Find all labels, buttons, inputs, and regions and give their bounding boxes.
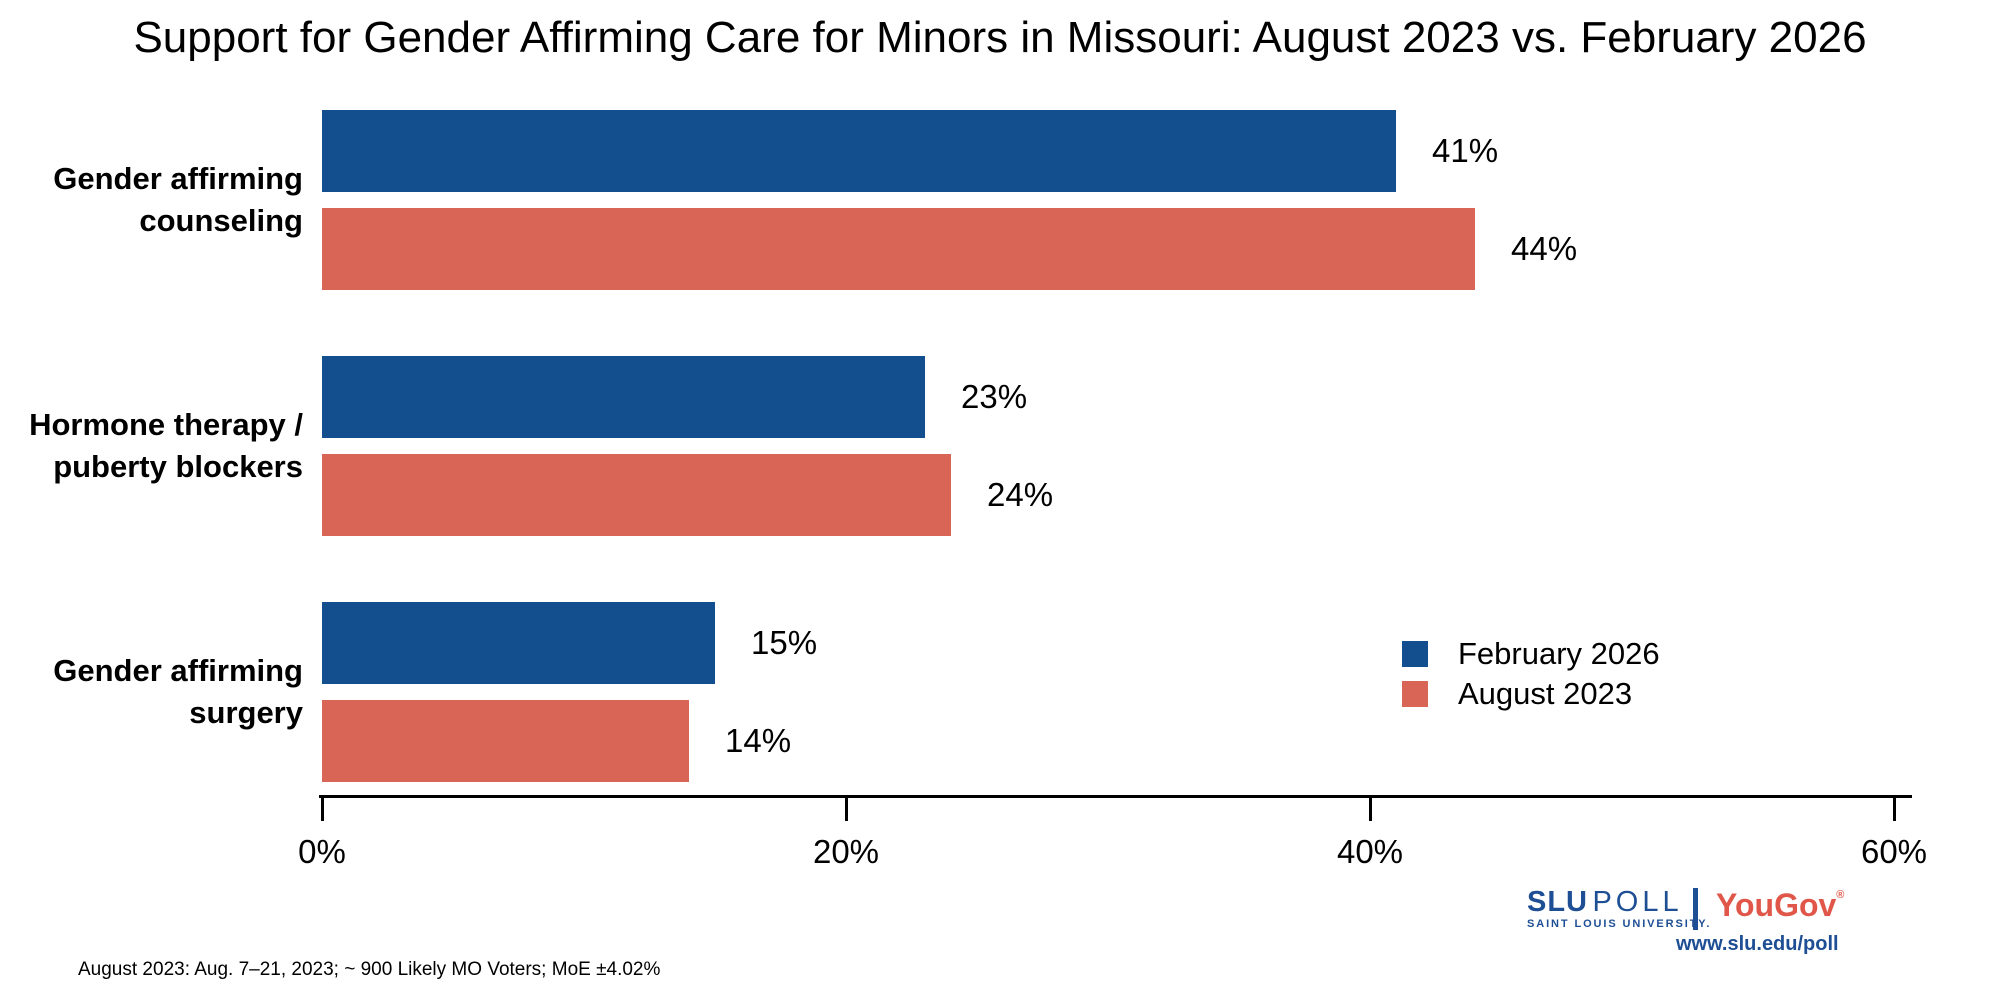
slu-logo-subtitle: SAINT LOUIS UNIVERSITY. bbox=[1527, 918, 1712, 930]
bar-august-2023-gender-affirming-surgery bbox=[322, 700, 689, 782]
category-label-hormone-therapy-puberty-blockers: Hormone therapy / puberty blockers bbox=[29, 407, 303, 484]
legend-item-february-2026: February 2026 bbox=[1402, 634, 1660, 674]
x-axis-tick-0 bbox=[321, 795, 324, 821]
poll-logo-text: POLL bbox=[1592, 886, 1683, 918]
value-label-august-2023-gender-affirming-counseling: 44% bbox=[1511, 230, 1578, 267]
registered-trademark-icon: ® bbox=[1836, 889, 1845, 901]
x-axis-tick-20 bbox=[845, 795, 848, 821]
footnote: August 2023: Aug. 7–21, 2023; ~ 900 Like… bbox=[78, 900, 1024, 1000]
x-axis-tick-label: 60% bbox=[1860, 833, 1928, 870]
bar-february-2026-gender-affirming-surgery bbox=[322, 602, 715, 684]
category-label-gender-affirming-surgery: Gender affirming surgery bbox=[53, 653, 303, 730]
legend-swatch-february-2026 bbox=[1402, 641, 1428, 667]
footnote-line-1: August 2023: Aug. 7–21, 2023; ~ 900 Like… bbox=[78, 959, 661, 980]
legend-label-august-2023: August 2023 bbox=[1458, 676, 1633, 711]
x-axis-tick-label: 40% bbox=[1336, 833, 1404, 870]
chart-title: Support for Gender Affirming Care for Mi… bbox=[133, 13, 1867, 62]
value-label-august-2023-hormone-therapy-puberty-blockers: 24% bbox=[987, 476, 1054, 513]
logo-divider bbox=[1693, 888, 1698, 930]
bar-august-2023-hormone-therapy-puberty-blockers bbox=[322, 454, 951, 536]
legend-item-august-2023: August 2023 bbox=[1402, 674, 1660, 714]
x-axis-tick-40 bbox=[1369, 795, 1372, 821]
x-axis-tick-label: 0% bbox=[298, 833, 346, 870]
slu-poll-logo: SLU POLL bbox=[1527, 886, 1683, 919]
yougov-logo-text: YouGov bbox=[1716, 887, 1837, 923]
category-label-gender-affirming-counseling: Gender affirming counseling bbox=[53, 161, 303, 238]
legend-swatch-august-2023 bbox=[1402, 681, 1428, 707]
x-axis-tick-60 bbox=[1893, 795, 1896, 821]
yougov-logo: YouGov® bbox=[1716, 887, 1844, 924]
bar-february-2026-hormone-therapy-puberty-blockers bbox=[322, 356, 925, 438]
value-label-august-2023-gender-affirming-surgery: 14% bbox=[725, 722, 792, 759]
legend-label-february-2026: February 2026 bbox=[1458, 636, 1660, 671]
x-axis-tick-label: 20% bbox=[812, 833, 880, 870]
slu-logo-text: SLU bbox=[1527, 886, 1588, 918]
x-axis-line bbox=[319, 795, 1912, 798]
value-label-february-2026-hormone-therapy-puberty-blockers: 23% bbox=[961, 378, 1028, 415]
value-label-february-2026-gender-affirming-surgery: 15% bbox=[751, 624, 818, 661]
legend: February 2026 August 2023 bbox=[1402, 634, 1660, 714]
bar-august-2023-gender-affirming-counseling bbox=[322, 208, 1475, 290]
value-label-february-2026-gender-affirming-counseling: 41% bbox=[1432, 132, 1499, 169]
slu-poll-website-link: www.slu.edu/poll bbox=[1676, 933, 1839, 955]
bar-february-2026-gender-affirming-counseling bbox=[322, 110, 1396, 192]
